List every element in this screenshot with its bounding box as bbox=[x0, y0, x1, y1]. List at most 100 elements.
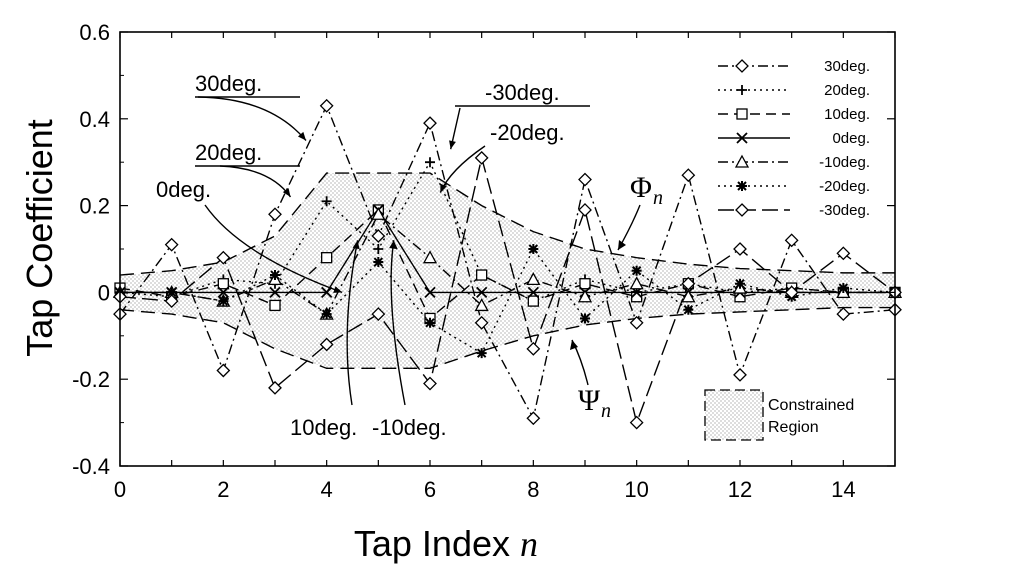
lower-envelope-symbol: Ψ bbox=[578, 384, 601, 417]
series-2-point-2 bbox=[217, 278, 229, 290]
annotation-label-2: 0deg. bbox=[156, 177, 211, 202]
annotation-arrowhead-4 bbox=[440, 183, 447, 193]
series-5-point-10 bbox=[631, 265, 642, 276]
legend-marker-3 bbox=[736, 132, 748, 144]
series-0-point-14 bbox=[836, 307, 851, 322]
series-4-point-11 bbox=[681, 289, 696, 303]
series-6-point-3 bbox=[268, 380, 282, 395]
y-tick-label: 0.4 bbox=[79, 107, 110, 132]
series-5-point-8 bbox=[528, 244, 539, 254]
series-6-point-2 bbox=[216, 250, 231, 265]
legend-entry-2: 10deg. bbox=[718, 106, 870, 123]
series-5-point-3 bbox=[270, 270, 280, 281]
legend-marker-6 bbox=[735, 203, 749, 217]
annotation-label-1: 20deg. bbox=[195, 140, 262, 165]
annotation-arrowhead-1 bbox=[282, 188, 291, 197]
series-0-point-8 bbox=[526, 411, 541, 426]
series-6-point-10 bbox=[629, 415, 644, 430]
series-1-point-6 bbox=[425, 157, 435, 168]
legend-label-0: 30deg. bbox=[824, 58, 870, 75]
constrained-region-layer bbox=[119, 172, 895, 370]
series-line-4 bbox=[120, 213, 895, 316]
lower-envelope-subscript: n bbox=[601, 400, 611, 422]
series-6-point-14 bbox=[836, 246, 851, 261]
series-6-point-7 bbox=[474, 150, 489, 165]
region-legend-label-line2: Region bbox=[768, 419, 819, 436]
legend: 30deg. 20deg. 10deg. 0deg. -10deg. -20deg. -30… bbox=[718, 58, 870, 219]
series-6-point-11 bbox=[681, 276, 696, 291]
legend-label-4: -10deg. bbox=[819, 154, 870, 171]
series-4-point-8 bbox=[526, 272, 541, 286]
series-6 bbox=[113, 150, 902, 430]
upper-envelope-arrowhead bbox=[618, 240, 626, 250]
annotation-leader-6 bbox=[390, 240, 406, 406]
series-3-point-4 bbox=[321, 286, 333, 299]
series-0-point-12 bbox=[733, 367, 747, 382]
series-6-point-13 bbox=[784, 285, 799, 300]
annotation-label-6: -10deg. bbox=[372, 415, 447, 440]
series-6-point-5 bbox=[371, 307, 386, 322]
upper-envelope-symbol: Φ bbox=[630, 171, 652, 204]
annotation-leader-1 bbox=[219, 165, 292, 198]
series-6-point-12 bbox=[733, 242, 747, 256]
series-0-point-13 bbox=[784, 233, 799, 248]
series-2-point-8 bbox=[527, 295, 539, 307]
series-6-point-1 bbox=[164, 294, 179, 308]
series-1-point-4 bbox=[321, 196, 332, 207]
series-5-point-7 bbox=[476, 348, 487, 359]
series-2-point-4 bbox=[321, 252, 333, 264]
series-5-point-2 bbox=[218, 296, 229, 307]
series-line-6 bbox=[119, 157, 896, 425]
legend-marker-0 bbox=[735, 59, 749, 73]
series-0-point-4 bbox=[319, 98, 334, 113]
series-5-point-6 bbox=[425, 317, 435, 328]
annotation-arrowhead-2 bbox=[333, 286, 343, 293]
annotation-layer: 30deg. 20deg. 0deg. -30deg. -20deg. 10deg. -10… bbox=[156, 71, 854, 441]
series-4-point-5 bbox=[371, 206, 386, 220]
annotation-arrowhead-0 bbox=[297, 131, 306, 141]
legend-entry-6: -30deg. bbox=[718, 202, 870, 219]
annotation-label-5: 10deg. bbox=[290, 415, 357, 440]
series-line-1 bbox=[119, 160, 895, 302]
legend-entry-5: -20deg. bbox=[718, 178, 870, 195]
constrained-region bbox=[120, 173, 895, 369]
y-tick-label: 0 bbox=[98, 280, 110, 305]
series-5-point-14 bbox=[838, 283, 849, 294]
series-2-point-3 bbox=[269, 299, 281, 312]
annotation-label-3: -30deg. bbox=[485, 80, 560, 105]
series-5-point-1 bbox=[166, 287, 177, 298]
series-0-point-3 bbox=[268, 207, 282, 222]
series-3-point-3 bbox=[269, 286, 281, 299]
series-0-point-10 bbox=[629, 315, 644, 330]
legend-marker-5 bbox=[737, 181, 747, 191]
series-5-point-4 bbox=[321, 309, 332, 320]
legend-entry-4: -10deg. bbox=[718, 154, 870, 171]
region-legend-label-line1: Constrained bbox=[768, 397, 854, 414]
legend-label-3: 0deg. bbox=[832, 130, 870, 147]
legend-entry-3: 0deg. bbox=[718, 130, 870, 147]
series-5-point-9 bbox=[580, 313, 590, 324]
legend-label-2: 10deg. bbox=[824, 106, 870, 123]
series-2-point-9 bbox=[579, 278, 591, 290]
legend-label-6: -30deg. bbox=[819, 202, 870, 219]
region-legend-swatch bbox=[704, 389, 764, 441]
legend-entry-1: 20deg. bbox=[718, 82, 870, 99]
x-tick-label: 2 bbox=[217, 477, 229, 502]
series-3-point-2 bbox=[217, 286, 229, 299]
legend-label-1: 20deg. bbox=[824, 82, 870, 99]
series-3-point-7 bbox=[476, 286, 488, 299]
series-4-point-10 bbox=[629, 276, 644, 290]
annotation-leader-2 bbox=[204, 204, 343, 294]
series-line-5 bbox=[120, 247, 896, 355]
series-5-point-5 bbox=[373, 257, 384, 268]
upper-envelope-subscript: n bbox=[653, 187, 663, 209]
series-2-point-7 bbox=[476, 269, 488, 281]
x-axis-title: Tap Index bbox=[354, 523, 510, 564]
series-4-point-9 bbox=[577, 289, 593, 303]
x-tick-label: 6 bbox=[424, 477, 436, 502]
upper-envelope-line bbox=[119, 172, 895, 276]
series-0-point-7 bbox=[474, 315, 489, 330]
series-3-point-6 bbox=[424, 286, 436, 299]
y-tick-label: -0.2 bbox=[72, 367, 110, 392]
